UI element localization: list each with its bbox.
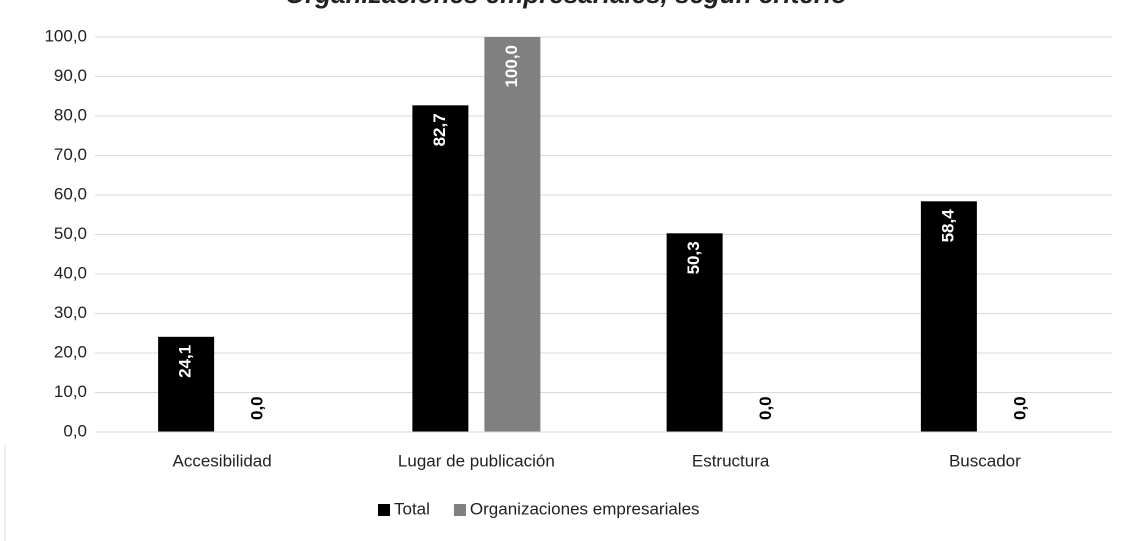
legend-swatch (378, 504, 390, 516)
x-tick-label: Accesibilidad (173, 451, 272, 470)
y-tick-label: 60,0 (54, 184, 87, 203)
y-tick-label: 40,0 (54, 263, 87, 282)
y-tick-label: 80,0 (54, 105, 87, 124)
x-tick-label: Lugar de publicación (398, 451, 555, 470)
y-tick-label: 30,0 (54, 303, 87, 322)
x-tick-label: Estructura (692, 451, 770, 470)
value-label: 58,4 (938, 209, 957, 243)
y-tick-label: 70,0 (54, 145, 87, 164)
legend-label: Organizaciones empresariales (470, 499, 700, 518)
value-label: 24,1 (176, 345, 195, 378)
y-tick-label: 90,0 (54, 66, 87, 85)
legend-swatch (453, 504, 466, 516)
y-tick-label: 100,0 (44, 26, 87, 45)
value-label: 82,7 (430, 113, 449, 146)
value-label: 0,0 (756, 396, 775, 420)
chart-title: Organizaciones empresariales, según crit… (285, 0, 847, 9)
y-tick-label: 0,0 (63, 421, 87, 440)
bar (666, 233, 723, 432)
legend-label: Total (394, 499, 430, 518)
value-label: 100,0 (502, 45, 521, 88)
bar (412, 105, 469, 433)
x-tick-label: Buscador (949, 451, 1021, 470)
y-tick-label: 50,0 (54, 224, 87, 243)
y-tick-label: 10,0 (54, 382, 87, 401)
value-label: 0,0 (248, 396, 267, 420)
bar (158, 336, 215, 432)
bar (484, 37, 541, 432)
value-label: 50,3 (684, 241, 703, 274)
y-tick-label: 20,0 (54, 342, 87, 361)
bar (920, 201, 977, 432)
value-label: 0,0 (1010, 396, 1029, 420)
